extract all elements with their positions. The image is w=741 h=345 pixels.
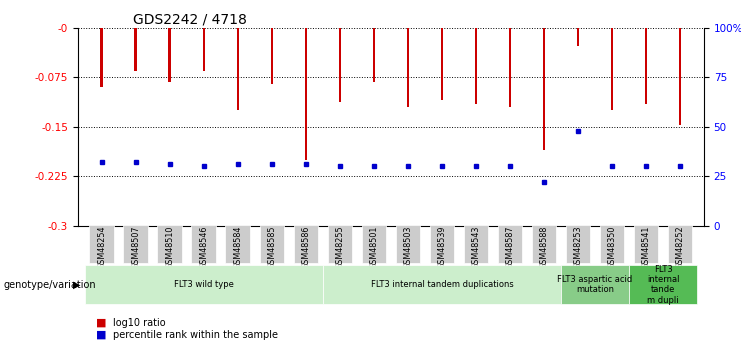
FancyBboxPatch shape bbox=[259, 225, 284, 263]
FancyBboxPatch shape bbox=[362, 225, 386, 263]
Text: GSM48539: GSM48539 bbox=[437, 225, 446, 269]
FancyBboxPatch shape bbox=[668, 225, 692, 263]
FancyBboxPatch shape bbox=[561, 265, 629, 304]
Text: GSM48510: GSM48510 bbox=[165, 225, 174, 269]
Text: FLT3 wild type: FLT3 wild type bbox=[174, 280, 233, 289]
Bar bbox=[576, 28, 579, 46]
Text: GSM48254: GSM48254 bbox=[97, 225, 106, 269]
FancyBboxPatch shape bbox=[430, 225, 454, 263]
Text: GSM48255: GSM48255 bbox=[336, 225, 345, 269]
Text: GDS2242 / 4718: GDS2242 / 4718 bbox=[133, 12, 247, 26]
Bar bbox=[236, 28, 239, 110]
Bar bbox=[373, 28, 375, 82]
Bar bbox=[339, 28, 341, 102]
FancyBboxPatch shape bbox=[498, 225, 522, 263]
FancyBboxPatch shape bbox=[566, 225, 591, 263]
FancyBboxPatch shape bbox=[629, 265, 697, 304]
FancyBboxPatch shape bbox=[90, 225, 114, 263]
Bar bbox=[101, 28, 103, 87]
Bar bbox=[305, 28, 307, 160]
FancyBboxPatch shape bbox=[634, 225, 658, 263]
Bar bbox=[679, 28, 681, 126]
Text: percentile rank within the sample: percentile rank within the sample bbox=[113, 330, 278, 339]
Text: GSM48252: GSM48252 bbox=[676, 225, 685, 269]
FancyBboxPatch shape bbox=[396, 225, 420, 263]
Text: FLT3 internal tandem duplications: FLT3 internal tandem duplications bbox=[370, 280, 514, 289]
FancyBboxPatch shape bbox=[191, 225, 216, 263]
Text: FLT3 aspartic acid
mutation: FLT3 aspartic acid mutation bbox=[557, 275, 633, 294]
FancyBboxPatch shape bbox=[323, 265, 561, 304]
Text: GSM48546: GSM48546 bbox=[199, 225, 208, 269]
FancyBboxPatch shape bbox=[293, 225, 318, 263]
Text: genotype/variation: genotype/variation bbox=[4, 280, 96, 289]
Bar bbox=[270, 28, 273, 84]
Text: ■: ■ bbox=[96, 318, 107, 327]
FancyBboxPatch shape bbox=[84, 265, 323, 304]
Text: FLT3
internal
tande
m dupli: FLT3 internal tande m dupli bbox=[647, 265, 679, 305]
Bar bbox=[509, 28, 511, 107]
Text: GSM48588: GSM48588 bbox=[539, 225, 548, 269]
Text: GSM48585: GSM48585 bbox=[268, 225, 276, 269]
Bar bbox=[202, 28, 205, 71]
Text: GSM48253: GSM48253 bbox=[574, 225, 582, 269]
Bar bbox=[475, 28, 477, 104]
Text: GSM48503: GSM48503 bbox=[403, 225, 413, 269]
Text: GSM48350: GSM48350 bbox=[608, 225, 617, 269]
FancyBboxPatch shape bbox=[124, 225, 148, 263]
Bar bbox=[168, 28, 171, 82]
Text: GSM48586: GSM48586 bbox=[302, 225, 310, 269]
Text: GSM48543: GSM48543 bbox=[471, 225, 480, 269]
Bar bbox=[407, 28, 409, 107]
FancyBboxPatch shape bbox=[464, 225, 488, 263]
Text: GSM48501: GSM48501 bbox=[369, 225, 379, 269]
Bar bbox=[134, 28, 137, 71]
Text: GSM48507: GSM48507 bbox=[131, 225, 140, 269]
Text: GSM48584: GSM48584 bbox=[233, 225, 242, 269]
Bar bbox=[645, 28, 648, 104]
Text: GSM48587: GSM48587 bbox=[505, 225, 514, 269]
Bar bbox=[543, 28, 545, 150]
FancyBboxPatch shape bbox=[532, 225, 556, 263]
FancyBboxPatch shape bbox=[157, 225, 182, 263]
FancyBboxPatch shape bbox=[225, 225, 250, 263]
Text: GSM48541: GSM48541 bbox=[642, 225, 651, 269]
FancyBboxPatch shape bbox=[599, 225, 625, 263]
Bar bbox=[441, 28, 443, 100]
Bar bbox=[611, 28, 614, 110]
Text: ▶: ▶ bbox=[73, 280, 80, 289]
Text: log10 ratio: log10 ratio bbox=[113, 318, 165, 327]
Text: ■: ■ bbox=[96, 330, 107, 339]
FancyBboxPatch shape bbox=[328, 225, 352, 263]
